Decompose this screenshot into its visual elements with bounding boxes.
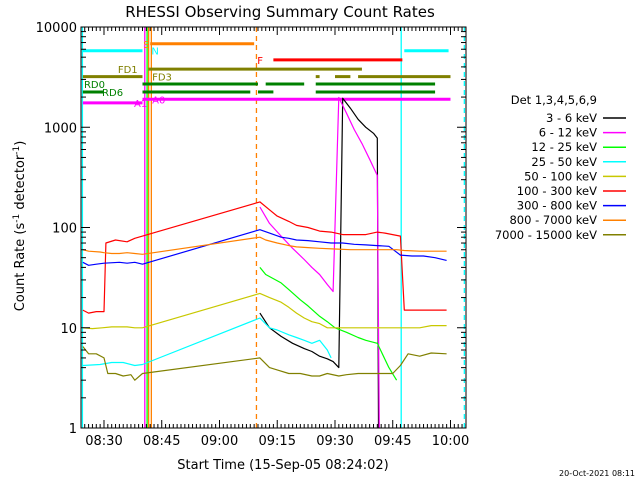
x-axis-label: Start Time (15-Sep-05 08:24:02) [177, 458, 388, 473]
y-axis-label-sup-2: -1 [12, 146, 22, 155]
chart-title: RHESSI Observing Summary Count Rates [125, 3, 435, 21]
flag-label-a0: A0 [152, 95, 165, 106]
legend-label-5: 50 - 100 keV [524, 169, 597, 183]
timestamp: 20-Oct-2021 08:11 [559, 469, 635, 478]
y-tick-label: 100 [52, 222, 77, 237]
y-axis-label: Count Rate (s-1 detector-1) [12, 141, 28, 312]
y-axis-label-group: Count Rate (s-1 detector-1) [12, 141, 28, 312]
legend-label-6: 100 - 300 keV [517, 184, 597, 198]
legend-label-3: 12 - 25 keV [531, 140, 597, 154]
flag-label-fd3: FD3 [152, 73, 172, 84]
legend-label-4: 25 - 50 keV [531, 155, 597, 169]
y-axis-label-sup-1: -1 [12, 214, 22, 223]
x-tick-label: 09:00 [201, 434, 238, 449]
y-tick-label: 1000 [44, 121, 77, 136]
y-axis-label-tail: detector [13, 154, 28, 214]
legend-label-7: 300 - 800 keV [517, 199, 597, 213]
series-line-2 [259, 96, 380, 428]
y-axis-ticks: 1 10 100 1000 10000 [36, 21, 466, 437]
flag-label-s: S [143, 40, 149, 51]
y-tick-label: 10 [60, 322, 77, 337]
x-tick-label: 09:30 [316, 434, 353, 449]
series-line-9 [82, 346, 447, 381]
x-tick-label: 09:45 [374, 434, 411, 449]
y-axis-label-text: Count Rate (s [13, 223, 28, 312]
flag-label-a1: A1 [134, 99, 147, 110]
legend-label-1: 3 - 6 keV [546, 111, 597, 125]
series-line-8 [82, 236, 447, 255]
flag-label-rd6: RD6 [102, 88, 123, 99]
x-tick-label: 09:15 [259, 434, 296, 449]
y-tick-label: 1 [69, 422, 77, 437]
flag-label-fd1: FD1 [118, 65, 138, 76]
x-tick-label: 08:30 [85, 434, 122, 449]
x-tick-label: 08:45 [143, 434, 180, 449]
legend-title: Det 1,3,4,5,6,9 [511, 93, 597, 107]
y-axis-label-end: ) [13, 141, 28, 146]
flag-label-f: F [257, 56, 263, 67]
legend-label-2: 6 - 12 keV [539, 126, 597, 140]
series-line-3 [259, 267, 398, 381]
series-line-6 [82, 201, 447, 314]
y-tick-label: 10000 [36, 21, 77, 36]
legend-label-8: 800 - 7000 keV [509, 213, 597, 227]
legend-label-9: 7000 - 15000 keV [495, 228, 597, 242]
series-line-5 [82, 292, 447, 330]
flag-label-rd0: RD0 [84, 80, 105, 91]
series-line-7 [82, 229, 447, 266]
x-axis-ticks: 08:30 08:45 09:00 09:15 09:30 09:45 10:00 [84, 27, 469, 449]
x-tick-label: 10:00 [432, 434, 469, 449]
plot-area [81, 27, 465, 428]
series-line-1 [259, 97, 380, 428]
series-line-4 [82, 317, 332, 367]
flag-label-n: N [151, 47, 158, 58]
